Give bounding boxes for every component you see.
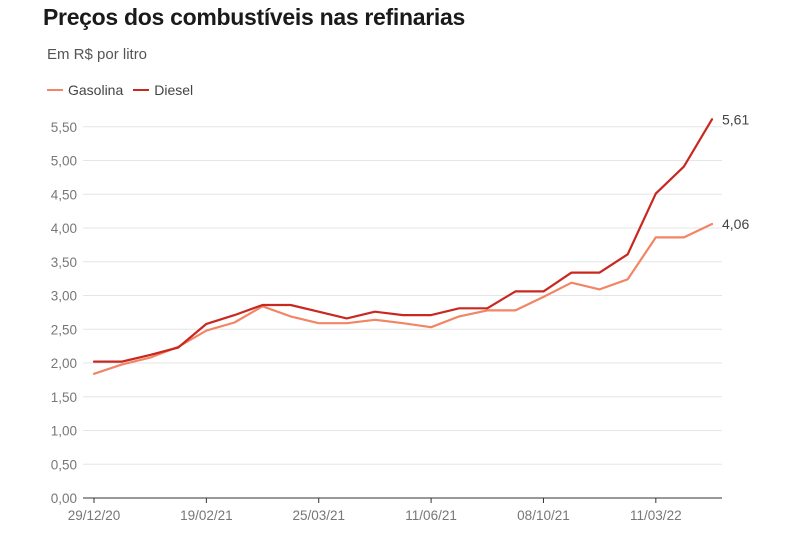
y-tick-label: 4,00 [51,221,77,236]
x-tick-label: 11/03/22 [630,508,682,523]
legend-label-diesel: Diesel [154,82,194,98]
y-tick-label: 3,50 [51,255,77,270]
y-tick-label: 0,50 [51,457,77,472]
x-tick-label: 19/02/21 [180,508,233,523]
x-tick-label: 08/10/21 [517,508,570,523]
end-label-diesel: 5,61 [722,111,749,127]
y-tick-label: 4,50 [51,187,77,202]
legend-item-gasolina: Gasolina [47,82,123,98]
y-tick-label: 5,00 [51,154,77,169]
y-tick-label: 1,50 [51,390,77,405]
y-tick-label: 5,50 [51,120,77,135]
y-tick-label: 3,00 [51,289,77,304]
x-tick-label: 11/06/21 [405,508,457,523]
legend-swatch-diesel [133,89,150,91]
y-tick-label: 1,00 [51,424,77,439]
y-tick-label: 0,00 [51,491,77,506]
series-line-gasolina [92,222,714,375]
legend-label-gasolina: Gasolina [68,82,124,98]
legend-item-diesel: Diesel [133,82,193,98]
series-line-diesel [92,118,714,363]
chart-title: Preços dos combustíveis nas refinarias [43,4,465,30]
x-tick-label: 29/12/20 [68,508,121,523]
legend-swatch-gasolina [47,89,63,91]
y-tick-label: 2,00 [51,356,77,371]
y-tick-label: 2,50 [51,322,77,337]
x-tick-label: 25/03/21 [292,508,345,523]
end-label-gasolina: 4,06 [722,216,749,232]
legend: Gasolina Diesel [47,82,203,98]
chart-subtitle: Em R$ por litro [47,46,148,63]
